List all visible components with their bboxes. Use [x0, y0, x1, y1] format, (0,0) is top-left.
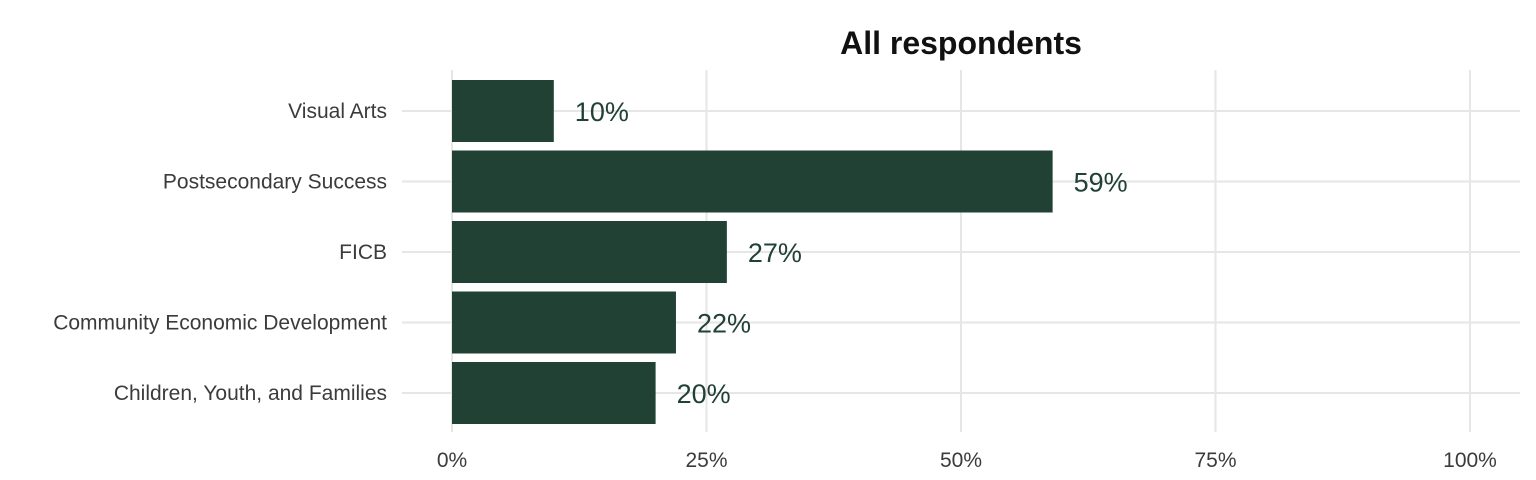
x-tick-label: 100%: [1443, 449, 1497, 472]
bars: [452, 80, 1053, 424]
bar: [452, 291, 676, 354]
chart-title: All respondents: [840, 25, 1082, 61]
data-label: 22%: [697, 309, 751, 339]
category-label: Postsecondary Success: [163, 171, 387, 194]
bar: [452, 221, 727, 283]
bar: [452, 150, 1053, 213]
x-tick-label: 50%: [940, 449, 982, 472]
category-label: Visual Arts: [288, 100, 387, 123]
bar: [452, 362, 656, 424]
category-label: Community Economic Development: [53, 312, 387, 335]
data-label: 59%: [1074, 168, 1128, 198]
data-label: 10%: [575, 97, 629, 127]
x-tick-label: 0%: [437, 449, 467, 472]
category-label: Children, Youth, and Families: [114, 382, 387, 405]
data-label: 27%: [748, 238, 802, 268]
data-label: 20%: [677, 379, 731, 409]
x-tick-label: 25%: [685, 449, 727, 472]
labels: 0% 25% 50% 75% 100% Visual Arts 10% Postseconda…: [53, 97, 1497, 472]
bar: [452, 80, 554, 142]
category-label: FICB: [339, 241, 387, 264]
x-tick-label: 75%: [1194, 449, 1236, 472]
